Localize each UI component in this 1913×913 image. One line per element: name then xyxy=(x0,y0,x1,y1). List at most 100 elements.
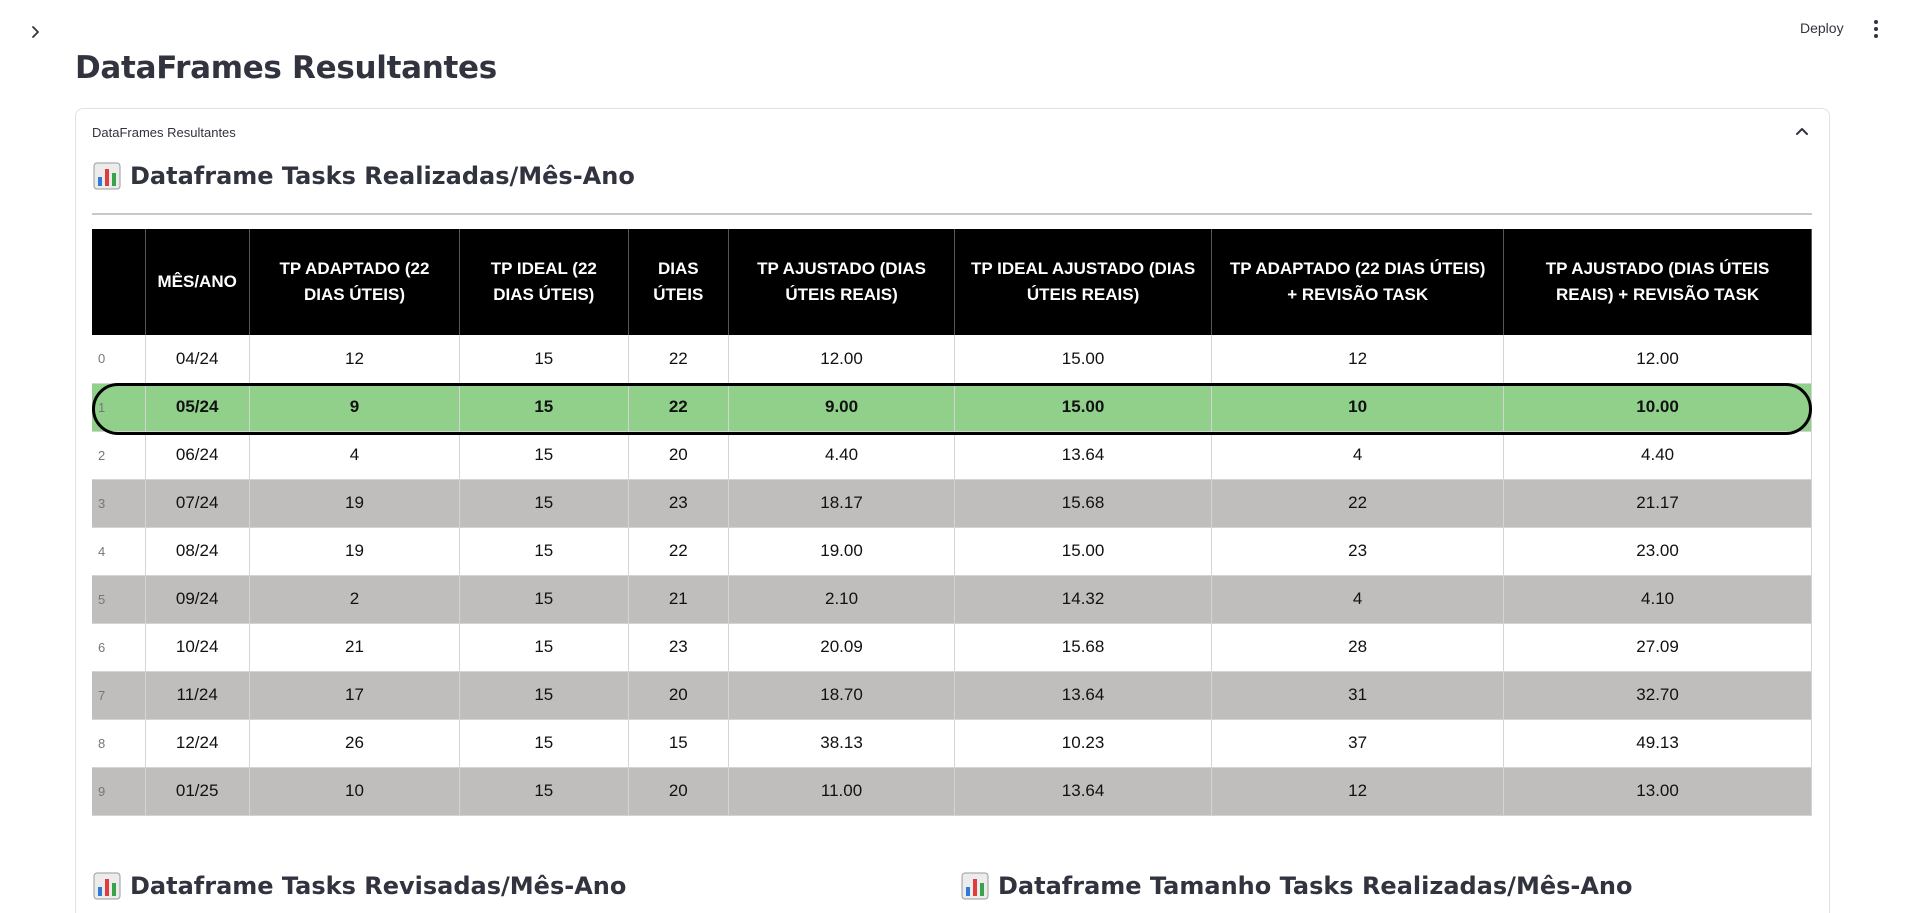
column-header[interactable]: TP IDEAL (22 DIAS ÚTEIS) xyxy=(459,229,629,335)
table-cell[interactable]: 13.00 xyxy=(1503,767,1812,816)
table-cell[interactable]: 17 xyxy=(249,671,461,720)
row-index[interactable]: 6 xyxy=(92,623,146,672)
table-cell[interactable]: 18.17 xyxy=(728,479,956,528)
table-cell[interactable]: 38.13 xyxy=(728,719,956,768)
column-header[interactable]: TP AJUSTADO (DIAS ÚTEIS REAIS) xyxy=(728,229,956,335)
table-cell[interactable]: 4 xyxy=(1211,575,1505,624)
table-cell[interactable]: 19.00 xyxy=(728,527,956,576)
column-header[interactable]: TP ADAPTADO (22 DIAS ÚTEIS) + REVISÃO TA… xyxy=(1211,229,1505,335)
table-cell[interactable]: 22 xyxy=(1211,479,1505,528)
table-cell[interactable]: 12/24 xyxy=(145,719,250,768)
table-cell[interactable]: 20.09 xyxy=(728,623,956,672)
deploy-button[interactable]: Deploy xyxy=(1800,20,1844,36)
table-cell[interactable]: 15 xyxy=(459,479,629,528)
table-cell[interactable]: 13.64 xyxy=(954,671,1213,720)
table-cell[interactable]: 15 xyxy=(459,431,629,480)
table-cell[interactable]: 20 xyxy=(628,671,730,720)
table-cell[interactable]: 12 xyxy=(249,335,461,384)
table-cell[interactable]: 21 xyxy=(249,623,461,672)
table-row[interactable]: 2 06/24 4 15 20 4.40 13.64 4 4.40 xyxy=(92,431,1812,480)
table-cell[interactable]: 06/24 xyxy=(145,431,250,480)
table-cell[interactable]: 15.00 xyxy=(954,527,1213,576)
table-cell[interactable]: 14.32 xyxy=(954,575,1213,624)
main-menu-button[interactable] xyxy=(1868,18,1884,40)
table-cell[interactable]: 15.00 xyxy=(954,383,1213,432)
table-cell[interactable]: 15 xyxy=(459,575,629,624)
table-cell[interactable]: 31 xyxy=(1211,671,1505,720)
column-header[interactable]: TP AJUSTADO (DIAS ÚTEIS REAIS) + REVISÃO… xyxy=(1503,229,1812,335)
row-index[interactable]: 8 xyxy=(92,719,146,768)
table-cell[interactable]: 28 xyxy=(1211,623,1505,672)
table-cell[interactable]: 9.00 xyxy=(728,383,956,432)
table-cell[interactable]: 15.68 xyxy=(954,479,1213,528)
table-cell[interactable]: 15 xyxy=(459,719,629,768)
table-row[interactable]: 5 09/24 2 15 21 2.10 14.32 4 4.10 xyxy=(92,575,1812,624)
table-row[interactable]: 8 12/24 26 15 15 38.13 10.23 37 49.13 xyxy=(92,719,1812,768)
table-cell[interactable]: 10 xyxy=(249,767,461,816)
row-index[interactable]: 7 xyxy=(92,671,146,720)
table-cell[interactable]: 22 xyxy=(628,335,730,384)
table-cell[interactable]: 12 xyxy=(1211,335,1505,384)
table-cell[interactable]: 49.13 xyxy=(1503,719,1812,768)
table-cell[interactable]: 15.68 xyxy=(954,623,1213,672)
table-row[interactable]: 1 05/24 9 15 22 9.00 15.00 10 10.00 xyxy=(92,383,1812,432)
table-cell[interactable]: 20 xyxy=(628,431,730,480)
table-row[interactable]: 7 11/24 17 15 20 18.70 13.64 31 32.70 xyxy=(92,671,1812,720)
table-cell[interactable]: 15 xyxy=(628,719,730,768)
table-cell[interactable]: 26 xyxy=(249,719,461,768)
table-cell[interactable]: 19 xyxy=(249,527,461,576)
column-header[interactable]: TP ADAPTADO (22 DIAS ÚTEIS) xyxy=(249,229,461,335)
table-cell[interactable]: 12.00 xyxy=(728,335,956,384)
chevron-up-icon[interactable] xyxy=(1793,123,1811,141)
table-cell[interactable]: 4.10 xyxy=(1503,575,1812,624)
table-cell[interactable]: 20 xyxy=(628,767,730,816)
row-index[interactable]: 1 xyxy=(92,383,146,432)
table-cell[interactable]: 4 xyxy=(249,431,461,480)
table-cell[interactable]: 15 xyxy=(459,671,629,720)
sidebar-toggle-button[interactable] xyxy=(26,22,46,42)
table-row[interactable]: 6 10/24 21 15 23 20.09 15.68 28 27.09 xyxy=(92,623,1812,672)
table-cell[interactable]: 15 xyxy=(459,527,629,576)
row-index[interactable]: 3 xyxy=(92,479,146,528)
table-cell[interactable]: 12.00 xyxy=(1503,335,1812,384)
table-cell[interactable]: 23 xyxy=(628,623,730,672)
table-cell[interactable]: 22 xyxy=(628,527,730,576)
table-cell[interactable]: 15 xyxy=(459,383,629,432)
table-row[interactable]: 0 04/24 12 15 22 12.00 15.00 12 12.00 xyxy=(92,335,1812,384)
table-cell[interactable]: 23 xyxy=(1211,527,1505,576)
table-cell[interactable]: 21.17 xyxy=(1503,479,1812,528)
table-row[interactable]: 3 07/24 19 15 23 18.17 15.68 22 21.17 xyxy=(92,479,1812,528)
table-cell[interactable]: 10 xyxy=(1211,383,1505,432)
table-cell[interactable]: 15 xyxy=(459,623,629,672)
table-cell[interactable]: 21 xyxy=(628,575,730,624)
index-header[interactable] xyxy=(92,229,146,335)
table-cell[interactable]: 2.10 xyxy=(728,575,956,624)
table-cell[interactable]: 4 xyxy=(1211,431,1505,480)
table-cell[interactable]: 9 xyxy=(249,383,461,432)
table-cell[interactable]: 4.40 xyxy=(1503,431,1812,480)
table-cell[interactable]: 12 xyxy=(1211,767,1505,816)
table-cell[interactable]: 13.64 xyxy=(954,431,1213,480)
table-cell[interactable]: 10.00 xyxy=(1503,383,1812,432)
column-header[interactable]: DIAS ÚTEIS xyxy=(628,229,730,335)
table-cell[interactable]: 07/24 xyxy=(145,479,250,528)
table-cell[interactable]: 4.40 xyxy=(728,431,956,480)
table-row[interactable]: 4 08/24 19 15 22 19.00 15.00 23 23.00 xyxy=(92,527,1812,576)
table-cell[interactable]: 09/24 xyxy=(145,575,250,624)
table-cell[interactable]: 08/24 xyxy=(145,527,250,576)
table-cell[interactable]: 23 xyxy=(628,479,730,528)
table-cell[interactable]: 37 xyxy=(1211,719,1505,768)
table-cell[interactable]: 11/24 xyxy=(145,671,250,720)
row-index[interactable]: 2 xyxy=(92,431,146,480)
table-cell[interactable]: 10/24 xyxy=(145,623,250,672)
table-cell[interactable]: 04/24 xyxy=(145,335,250,384)
expander-header[interactable]: DataFrames Resultantes xyxy=(92,125,236,140)
table-cell[interactable]: 22 xyxy=(628,383,730,432)
table-row[interactable]: 9 01/25 10 15 20 11.00 13.64 12 13.00 xyxy=(92,767,1812,816)
row-index[interactable]: 5 xyxy=(92,575,146,624)
table-cell[interactable]: 15 xyxy=(459,767,629,816)
table-cell[interactable]: 01/25 xyxy=(145,767,250,816)
row-index[interactable]: 0 xyxy=(92,335,146,384)
column-header[interactable]: TP IDEAL AJUSTADO (DIAS ÚTEIS REAIS) xyxy=(954,229,1213,335)
dataframe-table[interactable]: MÊS/ANO TP ADAPTADO (22 DIAS ÚTEIS) TP IDE… xyxy=(92,229,1812,816)
